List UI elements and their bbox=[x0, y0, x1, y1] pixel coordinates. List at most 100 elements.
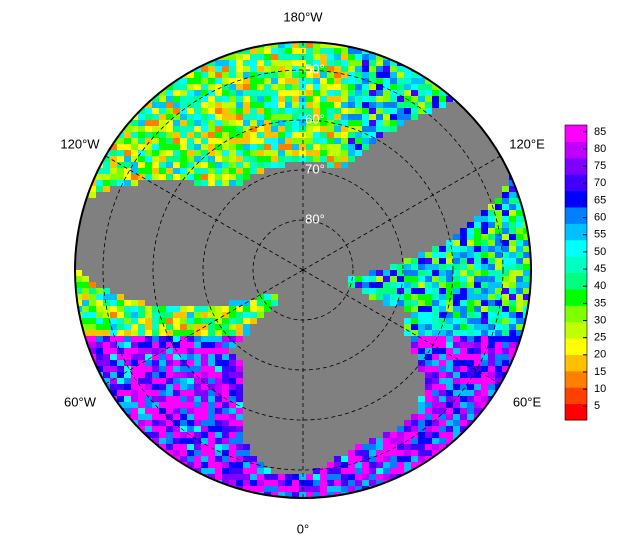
cell bbox=[103, 78, 110, 84]
cell bbox=[222, 324, 229, 330]
cell bbox=[320, 90, 327, 96]
cell bbox=[159, 468, 166, 474]
cell bbox=[285, 138, 292, 144]
cell bbox=[474, 438, 481, 444]
cell bbox=[516, 78, 523, 84]
cell bbox=[530, 318, 531, 324]
cell bbox=[439, 330, 446, 336]
cell bbox=[75, 282, 82, 288]
cell bbox=[264, 162, 271, 168]
cell bbox=[530, 102, 531, 108]
cell bbox=[474, 300, 481, 306]
cell bbox=[348, 90, 355, 96]
cell bbox=[103, 54, 110, 60]
cell bbox=[201, 102, 208, 108]
cell bbox=[306, 108, 313, 114]
cell bbox=[418, 426, 425, 432]
cell bbox=[495, 294, 502, 300]
cell bbox=[404, 462, 411, 468]
cell bbox=[432, 438, 439, 444]
cell bbox=[320, 474, 327, 480]
cell bbox=[166, 102, 173, 108]
cell bbox=[355, 60, 362, 66]
cell bbox=[369, 90, 376, 96]
cell bbox=[208, 492, 215, 498]
cell bbox=[523, 432, 530, 438]
cell bbox=[124, 336, 131, 342]
cell bbox=[215, 330, 222, 336]
cell bbox=[292, 138, 299, 144]
cell bbox=[201, 96, 208, 102]
cell bbox=[369, 438, 376, 444]
cell bbox=[299, 486, 306, 492]
cell bbox=[397, 264, 404, 270]
cell bbox=[208, 306, 215, 312]
cell bbox=[222, 462, 229, 468]
cell bbox=[194, 468, 201, 474]
cell bbox=[236, 402, 243, 408]
cell bbox=[208, 348, 215, 354]
cell bbox=[488, 240, 495, 246]
cell bbox=[404, 468, 411, 474]
cell bbox=[418, 414, 425, 420]
cell bbox=[502, 348, 509, 354]
cell bbox=[173, 444, 180, 450]
cell bbox=[229, 42, 236, 48]
cell bbox=[124, 468, 131, 474]
cell bbox=[124, 492, 131, 498]
cell bbox=[271, 132, 278, 138]
cell bbox=[474, 306, 481, 312]
cell bbox=[404, 78, 411, 84]
cell bbox=[523, 372, 530, 378]
cell bbox=[75, 90, 82, 96]
cell bbox=[278, 150, 285, 156]
cell bbox=[264, 114, 271, 120]
cell bbox=[124, 174, 131, 180]
cell bbox=[292, 150, 299, 156]
cell bbox=[418, 438, 425, 444]
cell bbox=[215, 66, 222, 72]
cell bbox=[432, 372, 439, 378]
cell bbox=[432, 360, 439, 366]
cell bbox=[271, 480, 278, 486]
cell bbox=[404, 444, 411, 450]
cell bbox=[131, 450, 138, 456]
cell bbox=[369, 294, 376, 300]
cell bbox=[208, 468, 215, 474]
cell bbox=[222, 426, 229, 432]
cell bbox=[82, 276, 89, 282]
cell bbox=[215, 384, 222, 390]
cell bbox=[355, 462, 362, 468]
cell bbox=[467, 378, 474, 384]
cell bbox=[446, 264, 453, 270]
cell bbox=[516, 108, 523, 114]
cell bbox=[82, 324, 89, 330]
cell bbox=[502, 426, 509, 432]
cell bbox=[362, 144, 369, 150]
cell bbox=[467, 342, 474, 348]
cell bbox=[103, 456, 110, 462]
cell bbox=[432, 402, 439, 408]
cell bbox=[250, 60, 257, 66]
cell bbox=[495, 486, 502, 492]
cell bbox=[89, 486, 96, 492]
cell bbox=[292, 48, 299, 54]
cell bbox=[439, 480, 446, 486]
cell bbox=[516, 228, 523, 234]
cell bbox=[103, 366, 110, 372]
cell bbox=[376, 444, 383, 450]
cell bbox=[96, 450, 103, 456]
cell bbox=[82, 120, 89, 126]
cell bbox=[250, 126, 257, 132]
cell bbox=[509, 258, 516, 264]
cell bbox=[173, 354, 180, 360]
cell bbox=[530, 300, 531, 306]
cell bbox=[187, 378, 194, 384]
cell bbox=[243, 450, 250, 456]
graticule: 50°60°70°80° bbox=[102, 42, 504, 498]
cell bbox=[509, 210, 516, 216]
cell bbox=[75, 168, 82, 174]
cell bbox=[502, 204, 509, 210]
cell bbox=[495, 336, 502, 342]
cell bbox=[124, 180, 131, 186]
